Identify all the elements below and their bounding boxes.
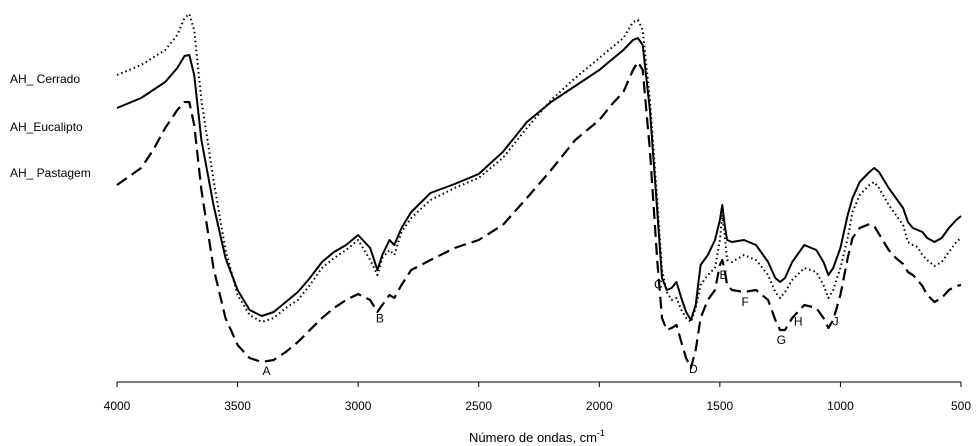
series-label-pastagem: AH_ Pastagem <box>10 166 91 180</box>
x-tick-label-2500: 2500 <box>465 399 492 413</box>
peak-annotations: A B C D E F GH J <box>263 268 839 378</box>
annotation-B: B <box>376 312 384 326</box>
x-tick-label-500: 500 <box>951 399 971 413</box>
x-tick-label-1500: 1500 <box>707 399 734 413</box>
x-tick-label-1000: 1000 <box>827 399 854 413</box>
series-line-0 <box>116 13 962 323</box>
series-line-2 <box>116 60 962 370</box>
series-label-cerrado: AH_ Cerrado <box>10 72 80 86</box>
x-axis-title-superscript: -1 <box>597 428 605 438</box>
x-tick-label-2000: 2000 <box>586 399 613 413</box>
annotation-A: A <box>263 364 271 378</box>
x-axis-title: Número de ondas, cm-1 <box>469 428 605 445</box>
annotation-G: G <box>777 333 786 347</box>
series-label-eucalipto: AH_Eucalipto <box>10 120 83 134</box>
annotation-C: C <box>654 278 663 292</box>
x-axis-title-text: Número de ondas, cm <box>469 430 597 445</box>
x-tick-label-3500: 3500 <box>224 399 251 413</box>
annotation-J: J <box>833 315 839 329</box>
x-tick-label-4000: 4000 <box>104 399 131 413</box>
x-tick-label-3000: 3000 <box>345 399 372 413</box>
annotation-F: F <box>742 295 749 309</box>
annotation-D: D <box>689 362 698 376</box>
annotation-E: E <box>719 268 727 282</box>
annotation-H: H <box>794 315 803 329</box>
x-ticks: 4000 3500 3000 2500 2000 1500 1000 500 <box>104 382 971 413</box>
series-layer <box>116 13 962 370</box>
series-line-1 <box>116 37 962 321</box>
